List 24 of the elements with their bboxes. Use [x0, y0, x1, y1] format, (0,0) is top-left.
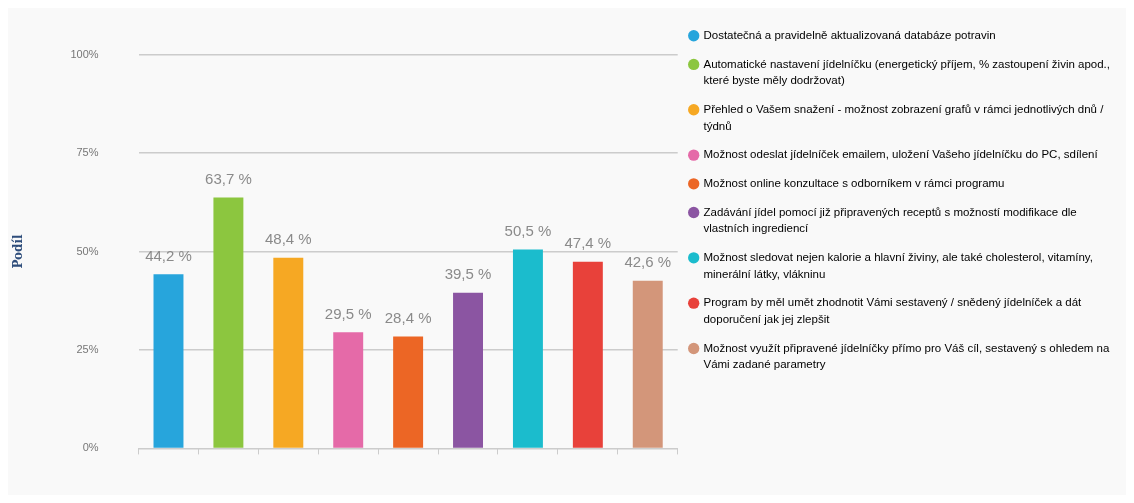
y-axis-title: Podíl	[11, 233, 26, 269]
data-label: 63,7 %	[205, 170, 252, 188]
data-label: 42,6 %	[624, 253, 672, 271]
legend-label: Možnost sledovat nejen kalorie a hlavní živiny, ale také cholesterol, vitamíny, minerální látky, vlákninu	[703, 251, 1093, 280]
legend-label: Dostatečná a pravidelně aktualizovaná databáze potravin	[703, 28, 996, 41]
data-label: 47,4 %	[564, 234, 612, 252]
legend-label: Možnost online konzultace s odborníkem v rámci programu	[703, 176, 1005, 189]
legend-label: Program by měl umět zhodnotit Vámi sestavený / snědený jídelníček a dát doporučení jak jej zlepšit	[703, 296, 1083, 326]
legend-label: Možnost využít připravené jídelníčky přímo pro Váš cíl, sestavený s ohledem na Vámi zadané parametry	[703, 341, 1110, 371]
data-label: 29,5 %	[324, 304, 372, 322]
y-tick-label: 50%	[76, 244, 99, 257]
data-label: 28,4 %	[384, 309, 432, 327]
y-tick-label: 25%	[76, 342, 99, 355]
y-tick-label: 75%	[76, 146, 99, 159]
legend-label: Možnost odeslat jídelníček emailem, uložení Vašeho jídelníčku do PC, sdílení	[703, 148, 1099, 161]
data-label: 48,4 %	[264, 230, 312, 248]
data-label: 39,5 %	[444, 265, 492, 283]
data-label: 50,5 %	[504, 222, 552, 240]
y-tick-label: 0%	[82, 441, 99, 454]
legend-label: Zadávání jídel pomocí již připravených receptů s možností modifikace dle vlastních ingrediencí	[703, 205, 1077, 235]
legend-label: Přehled o Vašem snažení - možnost zobrazení grafů v rámci jednotlivých dnů / týdnů	[703, 102, 1105, 132]
legend-label: Automatické nastavení jídelníčku (energetický příjem, % zastoupení živin apod., které byste měly dodržovat)	[703, 57, 1110, 87]
data-label: 44,2 %	[145, 246, 192, 264]
y-tick-label: 100%	[70, 47, 99, 60]
